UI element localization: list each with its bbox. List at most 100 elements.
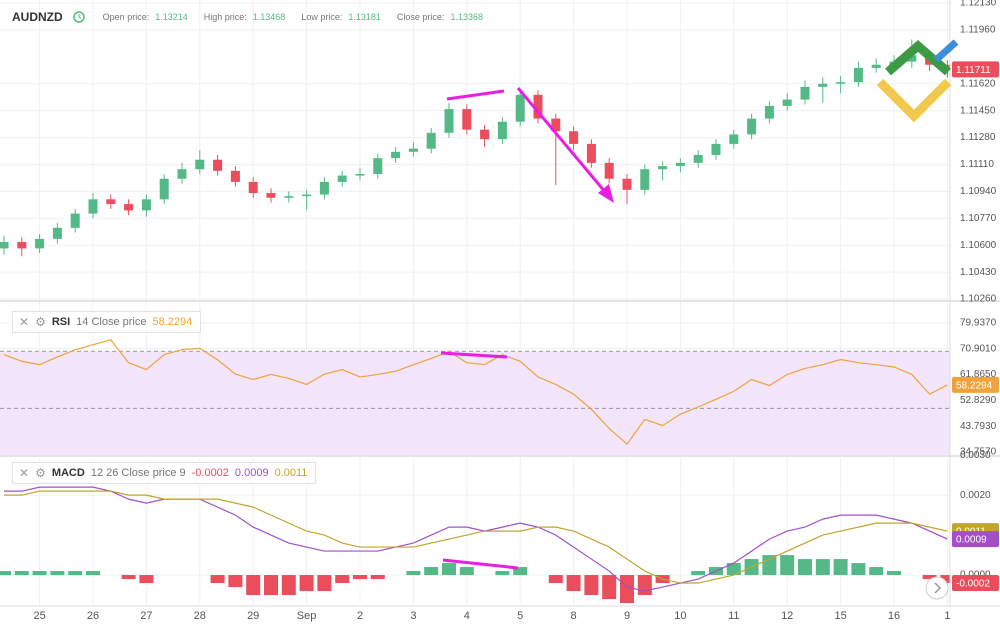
scroll-button-circle[interactable]: [925, 576, 949, 600]
indicator-params: 14 Close price: [76, 316, 147, 328]
field-value: 1.13181: [348, 12, 381, 22]
scroll-button-icon[interactable]: [934, 582, 942, 594]
histogram-bar: [353, 575, 367, 580]
x-tick-label: 10: [674, 610, 686, 622]
divergence-line: [440, 351, 508, 359]
x-tick-label: 25: [33, 610, 45, 622]
histogram-bar: [602, 575, 617, 600]
x-tick-label: 15: [834, 610, 846, 622]
close-icon[interactable]: ✕: [19, 315, 30, 329]
y-tick-label: 52.8290: [960, 395, 997, 406]
settings-icon[interactable]: ⚙: [35, 315, 46, 329]
divergence-line: [442, 558, 519, 570]
price-tag-label: 0.0009: [956, 535, 987, 546]
settings-icon[interactable]: ⚙: [35, 466, 46, 480]
candle-body: [17, 242, 27, 249]
y-tick-label: 1.10600: [960, 240, 997, 251]
annotations: [440, 87, 614, 570]
x-tick-label: 9: [624, 610, 630, 622]
histogram-bar: [86, 571, 100, 576]
candle-body: [622, 178, 632, 190]
candle-body: [480, 129, 490, 140]
indicator-title: RSI: [51, 316, 71, 328]
divergence-line: [446, 89, 505, 101]
candle-body: [497, 121, 507, 140]
logo: [876, 39, 959, 123]
candle-body: [88, 199, 98, 214]
x-tick-label: Sep: [297, 610, 317, 622]
x-tick-label: 26: [87, 610, 99, 622]
candle-body: [391, 151, 401, 159]
candle-body: [729, 134, 739, 144]
field-label: High price:: [203, 12, 247, 22]
histogram-bar: [406, 571, 421, 576]
y-tick-label: 34.7570: [960, 447, 997, 458]
histogram-bar: [68, 571, 83, 576]
x-tick-label: 5: [517, 610, 523, 622]
histogram-bar: [246, 575, 261, 596]
histogram-bar: [637, 575, 652, 596]
histogram-bar: [139, 575, 154, 584]
histogram-bar: [815, 559, 830, 576]
candle-body: [586, 143, 596, 163]
histogram-bar: [762, 555, 777, 576]
candle-body: [106, 199, 116, 205]
histogram-bar: [459, 567, 474, 576]
y-tick-label: 1.12130: [960, 0, 997, 9]
histogram-bar: [299, 575, 314, 592]
candle-body: [70, 213, 80, 228]
y-tick-label: 1.10770: [960, 213, 997, 224]
macd-line: [4, 486, 948, 592]
close-icon[interactable]: ✕: [19, 466, 30, 480]
histogram-bar: [833, 559, 848, 576]
indicator-value: -0.0002: [191, 467, 229, 479]
candle-body: [266, 192, 276, 198]
histogram-bar: [513, 567, 528, 576]
price-tag: [952, 575, 999, 592]
rsi-band: [0, 351, 950, 455]
price-tag: [952, 61, 999, 78]
price-tag-label: 58.2294: [956, 381, 993, 392]
candle-body: [569, 131, 579, 144]
x-tick-label: 2: [357, 610, 363, 622]
candle-body: [177, 169, 187, 179]
histogram-bar: [851, 563, 866, 576]
candle-body: [711, 143, 721, 155]
y-tick-label: 43.7930: [960, 421, 997, 432]
y-tick-label: 1.11110: [960, 159, 994, 170]
histogram-bar: [32, 571, 47, 576]
candle-body: [124, 204, 134, 211]
candle-body: [444, 109, 454, 133]
field-label: Open price:: [102, 12, 150, 22]
histogram-bar: [869, 567, 884, 576]
price-tag-label: 1.11711: [956, 65, 991, 76]
indicator-value: 0.0009: [234, 467, 269, 479]
x-tick-label: 27: [140, 610, 152, 622]
indicator-value: 58.2294: [152, 316, 193, 328]
candle-body: [426, 132, 436, 149]
x-tick-label: 4: [464, 610, 470, 622]
rsi-line: [3, 339, 948, 446]
y-tick-label: 70.9010: [960, 343, 997, 354]
histogram-bar: [335, 575, 350, 584]
candle-body: [213, 159, 223, 171]
logo-stroke: [933, 39, 959, 63]
histogram-bar: [780, 555, 795, 576]
price-tag: [952, 531, 999, 548]
x-tick-label: 16: [888, 610, 900, 622]
price-pane: [0, 0, 950, 300]
histogram-bar: [940, 575, 950, 584]
candle-body: [159, 178, 169, 200]
candle-body: [195, 159, 205, 170]
x-tick-label: 28: [194, 610, 206, 622]
candle-body: [533, 94, 543, 119]
y-tick-label: 61.8650: [960, 369, 997, 380]
field-label: Close price:: [396, 12, 445, 22]
macd-pane: [0, 458, 950, 605]
candle-body: [693, 154, 703, 163]
macd-line: [4, 490, 948, 584]
candle-body: [337, 175, 347, 182]
scroll-button[interactable]: [925, 576, 949, 600]
candle-body: [462, 109, 472, 130]
y-tick-label: 1.11450: [960, 105, 996, 116]
